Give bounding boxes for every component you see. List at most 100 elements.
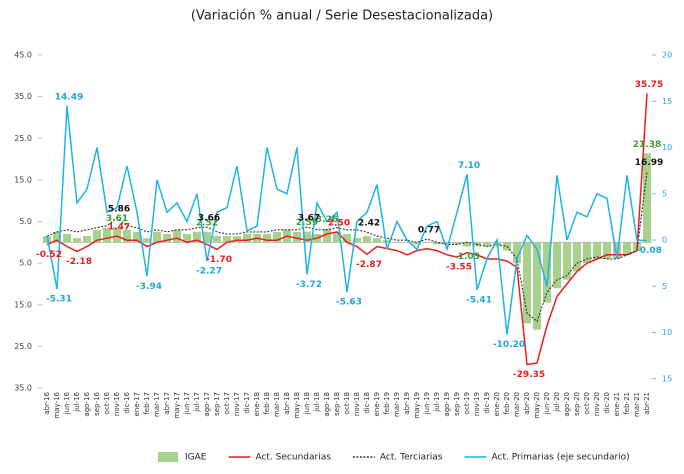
data-label: 5.86: [108, 204, 130, 214]
x-tick-label: abr-19: [403, 392, 411, 415]
x-tick-label: jul-17: [193, 392, 201, 413]
x-tick-label: may-20: [533, 392, 541, 419]
bar: [93, 229, 101, 243]
x-tick-label: sep-16: [93, 391, 101, 415]
y-tick-label: 35.0: [14, 92, 32, 101]
x-tick-label: ene-21: [613, 392, 621, 416]
x-tick-label: mar-21: [633, 392, 641, 417]
bar: [103, 227, 111, 243]
y-tick-label: 45.0: [14, 51, 32, 60]
x-tick-label: feb-20: [503, 392, 511, 415]
bar: [543, 242, 551, 303]
x-tick-label: ene-17: [133, 392, 141, 416]
x-tick-label: dic-16: [123, 391, 131, 413]
x-tick-label: jul-20: [553, 392, 561, 413]
bar: [323, 228, 331, 243]
bar: [153, 231, 161, 243]
data-label: 3.67: [298, 214, 320, 224]
x-tick-label: jun-17: [183, 392, 191, 415]
bar: [243, 233, 251, 243]
data-label: -1.03: [454, 252, 480, 262]
bar: [183, 233, 191, 243]
data-label: 0.77: [418, 226, 440, 236]
y-tick-label: 25.0: [14, 134, 32, 143]
x-tick-label: nov-17: [233, 392, 241, 416]
data-label: -3.55: [446, 263, 472, 273]
bar: [293, 231, 301, 243]
bar: [533, 242, 541, 330]
data-label: 14.49: [55, 92, 83, 102]
data-label: 16.99: [635, 158, 663, 168]
data-label: 21.38: [633, 140, 661, 150]
bar: [363, 236, 371, 243]
x-tick-label: jul-18: [313, 392, 321, 413]
x-tick-label: may-18: [293, 392, 301, 419]
x-tick-label: oct-20: [583, 392, 591, 414]
x-tick-label: sep-17: [213, 392, 221, 416]
x-tick-label: jun-18: [303, 392, 311, 415]
bar: [223, 236, 231, 243]
data-label: -10.20: [493, 340, 525, 350]
y-tick-label: 5.0: [19, 259, 32, 268]
bar: [513, 242, 521, 264]
data-label: -5.41: [466, 296, 492, 306]
x-tick-label: sep-20: [573, 392, 581, 416]
bar: [593, 242, 601, 259]
x-tick-label: may-17: [173, 392, 181, 419]
data-label: 2.50: [328, 218, 350, 228]
x-tick-label: ago-19: [443, 392, 451, 417]
y2-tick-label: 5: [662, 282, 667, 291]
x-tick-label: jul-16: [73, 391, 81, 412]
legend-label: Act. Terciarias: [380, 453, 443, 463]
bar: [613, 242, 621, 259]
x-tick-label: feb-21: [623, 392, 631, 415]
x-tick-label: oct-19: [463, 392, 471, 414]
bar: [143, 238, 151, 243]
data-label: -3.72: [296, 280, 322, 290]
y-tick-label: 35.0: [14, 384, 32, 393]
x-tick-label: mar-19: [393, 392, 401, 417]
x-tick-label: ago-18: [323, 392, 331, 417]
bar: [133, 231, 141, 243]
x-tick-label: abr-21: [643, 392, 651, 415]
bar: [53, 231, 61, 243]
x-tick-label: ene-18: [253, 392, 261, 416]
y-tick-label: 15.0: [14, 300, 32, 309]
bar: [603, 242, 611, 259]
x-tick-label: jun-19: [423, 392, 431, 415]
x-tick-label: mar-17: [153, 392, 161, 417]
x-tick-label: nov-20: [593, 392, 601, 416]
x-tick-label: oct-17: [223, 392, 231, 414]
y2-tick-label: 0: [662, 236, 667, 245]
data-label: 35.75: [635, 80, 663, 90]
data-label: 3.66: [198, 214, 220, 224]
bar: [553, 242, 561, 289]
y2-tick-label: 10: [662, 143, 672, 152]
data-label: -2.18: [66, 257, 92, 267]
x-tick-label: sep-19: [453, 392, 461, 416]
bar: [463, 242, 471, 247]
y2-tick-label: 20: [662, 51, 672, 60]
bar: [333, 231, 341, 243]
data-label: -3.94: [136, 282, 162, 292]
y2-tick-label: 15: [662, 97, 672, 106]
bar: [373, 238, 381, 243]
bar: [453, 242, 461, 245]
x-tick-label: jul-19: [433, 392, 441, 413]
bar: [73, 238, 81, 243]
bar: [383, 240, 391, 243]
x-tick-label: jun-20: [543, 392, 551, 415]
x-tick-label: abr-16: [43, 391, 51, 414]
bar: [113, 227, 121, 243]
x-tick-label: mar-20: [513, 392, 521, 417]
bar: [483, 242, 491, 247]
y-tick-label: 15.0: [14, 175, 32, 184]
bar: [643, 153, 651, 243]
x-tick-label: feb-17: [143, 392, 151, 415]
data-label: -29.35: [513, 370, 545, 380]
bar: [203, 231, 211, 243]
legend-label: Act. Primarias (eje secundario): [492, 453, 630, 463]
bar: [163, 233, 171, 243]
legend-swatch: [158, 452, 178, 462]
x-tick-label: abr-18: [283, 392, 291, 415]
